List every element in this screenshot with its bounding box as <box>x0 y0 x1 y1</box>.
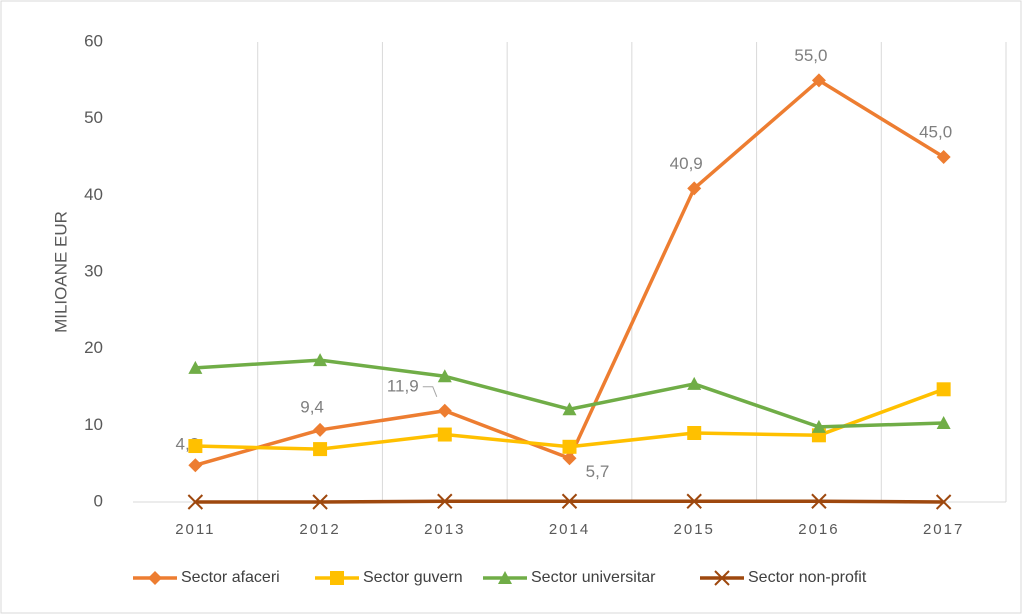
legend-label: Sector guvern <box>363 569 463 586</box>
data-point <box>562 439 577 454</box>
data-point <box>811 419 826 433</box>
y-tick-label: 0 <box>94 491 103 510</box>
data-point <box>561 493 578 509</box>
legend-marker <box>714 570 730 586</box>
x-tick-label: 2015 <box>674 521 715 538</box>
x-tick-label: 2011 <box>175 521 215 538</box>
x-tick-label: 2012 <box>299 521 340 538</box>
legend-label: Sector universitar <box>531 569 656 586</box>
data-label: 5,7 <box>586 462 610 481</box>
y-tick-label: 60 <box>84 31 103 50</box>
data-point <box>437 427 452 442</box>
data-point <box>188 360 203 374</box>
y-tick-label: 20 <box>84 338 103 357</box>
data-point <box>811 493 827 509</box>
data-point <box>936 416 951 430</box>
data-point <box>687 426 702 440</box>
x-tick-label: 2014 <box>549 521 590 538</box>
data-label: 9,4 <box>300 397 324 416</box>
y-axis-label: MILIOANE EUR <box>51 211 70 333</box>
y-tick-label: 50 <box>84 108 103 127</box>
y-tick-label: 30 <box>84 261 103 280</box>
x-tick-label: 2016 <box>798 521 839 538</box>
leader-line <box>422 386 438 397</box>
data-point <box>437 369 452 383</box>
legend-label: Sector afaceri <box>181 569 280 586</box>
legend-marker <box>330 571 344 585</box>
data-point <box>936 382 951 397</box>
data-point <box>687 376 702 390</box>
data-point <box>562 402 577 416</box>
data-label: 40,9 <box>670 154 703 173</box>
data-point <box>188 458 203 473</box>
data-point <box>313 422 328 437</box>
data-point <box>437 493 453 509</box>
data-label: 45,0 <box>919 122 952 141</box>
data-point <box>313 353 328 367</box>
data-label: 55,0 <box>794 46 827 65</box>
data-point <box>437 403 452 418</box>
data-point <box>312 494 328 510</box>
data-point <box>686 493 702 509</box>
data-point <box>811 73 826 88</box>
data-point <box>562 451 577 466</box>
y-tick-label: 40 <box>84 185 103 204</box>
data-point <box>313 442 328 457</box>
data-point <box>687 181 702 196</box>
data-point <box>936 150 951 164</box>
data-point <box>188 439 203 454</box>
data-point <box>187 494 204 510</box>
x-tick-label: 2013 <box>424 521 465 538</box>
y-tick-label: 10 <box>84 415 103 434</box>
data-label: 11,9 <box>387 376 419 395</box>
legend-marker <box>498 571 512 584</box>
data-point <box>935 494 952 510</box>
legend-label: Sector non-profit <box>748 569 867 586</box>
legend-marker <box>148 571 162 585</box>
x-tick-label: 2017 <box>923 521 964 538</box>
